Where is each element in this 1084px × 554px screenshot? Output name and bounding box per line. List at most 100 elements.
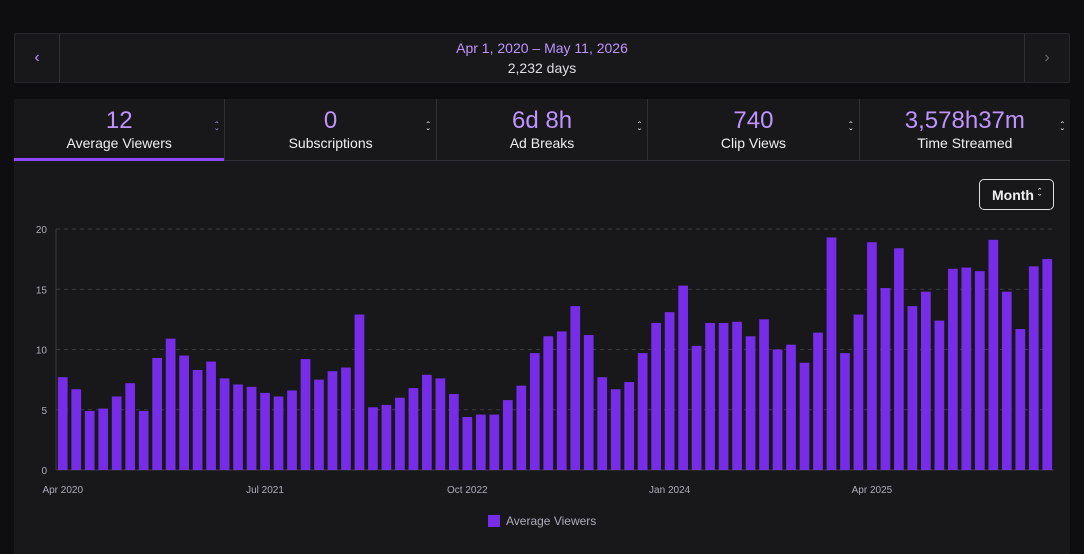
y-tick-label: 10 bbox=[36, 346, 48, 357]
x-tick-label: Jul 2021 bbox=[246, 485, 284, 496]
x-tick-label: Apr 2020 bbox=[42, 485, 83, 496]
chart-bar bbox=[732, 321, 742, 470]
chart-bar bbox=[691, 345, 702, 470]
stat-value: 6d 8h bbox=[511, 106, 573, 134]
y-tick-label: 5 bbox=[41, 406, 47, 417]
y-tick-label: 20 bbox=[36, 225, 48, 236]
chart-bar bbox=[772, 349, 783, 470]
chart-bar bbox=[813, 332, 823, 470]
chart-bar bbox=[327, 371, 338, 470]
chart-bar bbox=[921, 291, 931, 470]
chart-bar bbox=[894, 248, 904, 470]
stat-label: Clip Views bbox=[720, 134, 786, 151]
stat-value: 0 bbox=[323, 106, 338, 134]
chart-bar bbox=[1001, 291, 1012, 470]
stat-label: Average Viewers bbox=[66, 134, 172, 151]
chart-bar bbox=[664, 312, 675, 470]
chart-bar bbox=[705, 322, 715, 470]
chart-bar bbox=[71, 389, 82, 470]
chart-bar bbox=[502, 400, 513, 470]
date-range-display: Apr 1, 2020 – May 11, 2026 2,232 days bbox=[60, 34, 1024, 82]
chart-bar bbox=[543, 336, 554, 470]
chart-bar bbox=[219, 378, 230, 470]
chart-bar bbox=[192, 369, 203, 470]
chart-bar bbox=[98, 408, 109, 470]
y-tick-label: 15 bbox=[36, 285, 48, 296]
chart-bar bbox=[260, 392, 270, 470]
granularity-value: Month bbox=[992, 186, 1034, 203]
stat-value: 3,578h37m bbox=[904, 106, 1025, 134]
chart-bar bbox=[125, 383, 136, 470]
chart-bar bbox=[880, 288, 891, 470]
stat-label: Time Streamed bbox=[917, 134, 1013, 151]
chart-bar bbox=[152, 357, 163, 470]
chart-bar bbox=[1015, 329, 1026, 470]
chart-bar bbox=[138, 410, 149, 470]
chart-bar bbox=[448, 394, 459, 470]
chart-bar bbox=[907, 306, 918, 470]
chart-bar bbox=[1028, 266, 1039, 470]
chart-bar bbox=[84, 410, 95, 470]
chart-bar bbox=[799, 362, 810, 470]
x-tick-label: Jan 2024 bbox=[649, 485, 691, 496]
chart-bar bbox=[786, 344, 796, 470]
chart-bar bbox=[475, 414, 486, 470]
chart-bar bbox=[556, 331, 567, 470]
chart-bar bbox=[529, 353, 540, 470]
chart-bar bbox=[408, 388, 419, 470]
chart-bar bbox=[462, 416, 473, 470]
date-range-bar: ‹ Apr 1, 2020 – May 11, 2026 2,232 days … bbox=[14, 33, 1070, 83]
chart-bar bbox=[624, 382, 635, 470]
chart-bar bbox=[273, 396, 284, 470]
average-viewers-chart: 0 5 10 15 20 Apr 2020 Jul 2021 Oct 2022 Jan 2024… bbox=[36, 225, 1054, 496]
chart-bar bbox=[934, 320, 945, 470]
chart-bar bbox=[341, 367, 351, 470]
date-range-days: 2,232 days bbox=[507, 59, 577, 76]
chart-bar bbox=[246, 386, 257, 470]
chart-bar bbox=[597, 377, 608, 470]
chart-bar bbox=[1042, 259, 1053, 470]
chart-bar bbox=[867, 242, 877, 470]
chart-bar bbox=[489, 414, 500, 470]
chart-bar bbox=[395, 397, 405, 470]
chart-bar bbox=[435, 378, 446, 470]
chart-bar bbox=[354, 314, 365, 470]
stat-label: Subscriptions bbox=[288, 134, 373, 151]
chart-bar bbox=[853, 314, 864, 470]
chart-bar bbox=[570, 306, 581, 470]
chevron-right-icon: › bbox=[1044, 49, 1050, 66]
chart-bar bbox=[840, 353, 850, 470]
chart-bar bbox=[314, 379, 324, 470]
next-range-button[interactable]: › bbox=[1024, 34, 1069, 82]
stat-value: 12 bbox=[105, 106, 133, 134]
y-tick-label: 0 bbox=[41, 466, 47, 477]
chart-bar bbox=[516, 385, 527, 470]
previous-range-button[interactable]: ‹ bbox=[15, 34, 60, 82]
chart-bar bbox=[988, 239, 999, 470]
date-range-text: Apr 1, 2020 – May 11, 2026 bbox=[456, 39, 628, 56]
legend-label: Average Viewers bbox=[506, 514, 597, 528]
legend-swatch bbox=[488, 515, 500, 527]
chart-bar bbox=[947, 268, 958, 470]
stat-label: Ad Breaks bbox=[509, 134, 575, 151]
chart-bar bbox=[57, 377, 68, 470]
chart-bar bbox=[422, 374, 432, 470]
chevron-left-icon: ‹ bbox=[34, 49, 40, 66]
chart-legend: Average Viewers bbox=[488, 514, 596, 528]
chart-bar bbox=[718, 322, 729, 470]
chart-bar bbox=[206, 361, 216, 470]
chart-bar bbox=[826, 237, 837, 470]
